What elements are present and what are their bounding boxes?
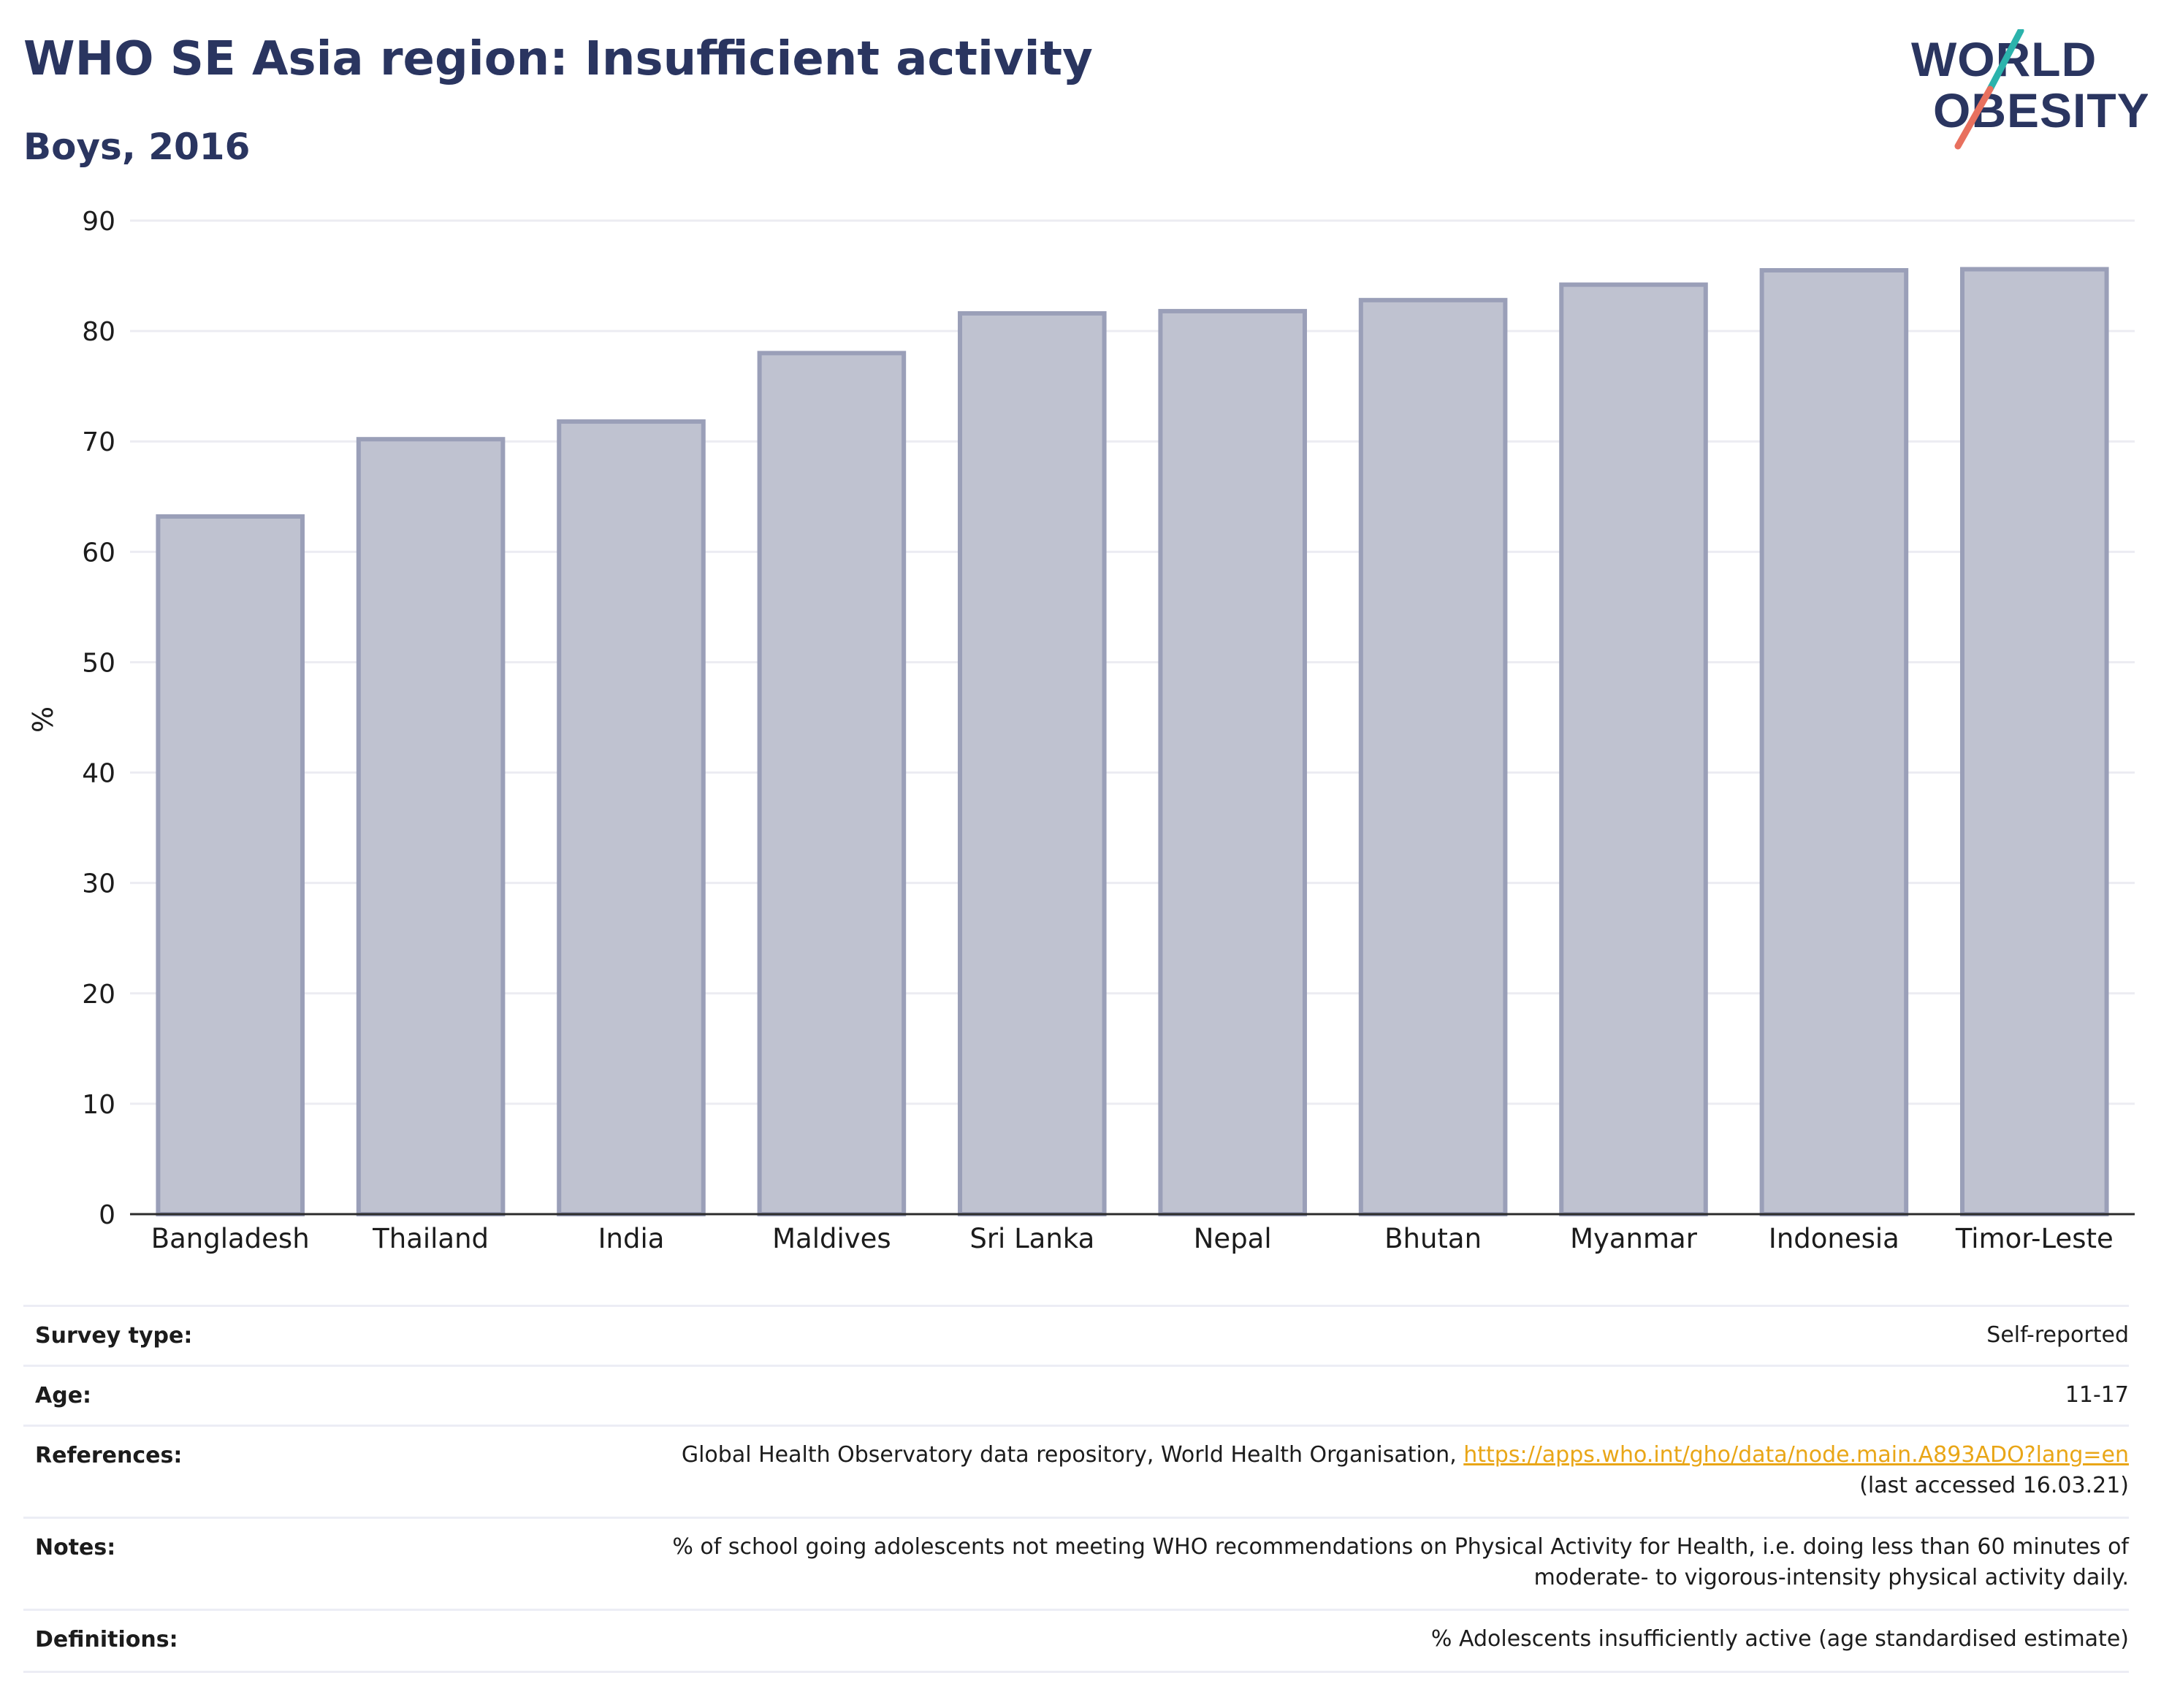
y-tick-label: 10	[82, 1090, 115, 1120]
references-link[interactable]: https://apps.who.int/gho/data/node.main.…	[1463, 1442, 2129, 1468]
logo-slash-coral	[1954, 85, 1994, 150]
x-tick-label: Sri Lanka	[969, 1223, 1094, 1254]
bar-chart: 0 10 20 30 40 50 60 70 80 90 Bangladesh Thailand In…	[27, 207, 2135, 1254]
y-tick-label: 50	[82, 648, 115, 678]
x-tick-label: Nepal	[1194, 1223, 1272, 1254]
notes-label: Notes:	[35, 1535, 116, 1560]
notes-value: % of school going adolescents not meetin…	[672, 1532, 2129, 1593]
definitions-row: Definitions: % Adolescents insufficientl…	[23, 1609, 2129, 1673]
survey-type-row: Survey type: Self-reported	[23, 1305, 2129, 1365]
y-tick-label: 30	[82, 869, 115, 899]
world-obesity-logo: WORLD OBESITY	[1911, 29, 2148, 150]
bar-sri-lanka	[958, 310, 1107, 1216]
references-value: Global Health Observatory data repositor…	[682, 1440, 2129, 1501]
bar-nepal	[1158, 308, 1307, 1216]
notes-row: Notes: % of school going adolescents not…	[23, 1517, 2129, 1609]
references-label: References:	[35, 1443, 183, 1468]
x-tick-label: Myanmar	[1570, 1223, 1698, 1254]
y-tick-labels: 0 10 20 30 40 50 60 70 80 90	[82, 207, 115, 1230]
x-tick-label: Maldives	[772, 1223, 891, 1254]
y-tick-label: 20	[82, 980, 115, 1010]
references-row: References: Global Health Observatory da…	[23, 1425, 2129, 1519]
x-tick-label: Indonesia	[1769, 1223, 1899, 1254]
y-tick-label: 0	[99, 1200, 115, 1230]
y-tick-label: 90	[82, 207, 115, 237]
bar-myanmar	[1559, 282, 1708, 1217]
y-tick-label: 80	[82, 317, 115, 347]
y-tick-label: 40	[82, 759, 115, 789]
definitions-value: % Adolescents insufficiently active (age…	[1430, 1626, 2129, 1652]
bar-bhutan	[1358, 297, 1508, 1216]
bar-india	[557, 419, 706, 1216]
logo-slash-teal	[1986, 29, 2024, 93]
chart-subtitle: Boys, 2016	[23, 126, 251, 168]
x-tick-label: Bangladesh	[151, 1223, 310, 1254]
bar-timor-leste	[1960, 267, 2109, 1216]
bar-indonesia	[1759, 268, 1909, 1216]
survey-type-value: Self-reported	[1986, 1322, 2129, 1348]
chart-title: WHO SE Asia region: Insufficient activit…	[23, 32, 1093, 86]
x-tick-label: Timor-Leste	[1955, 1223, 2114, 1254]
y-tick-label: 70	[82, 427, 115, 457]
x-tick-label: Bhutan	[1384, 1223, 1482, 1254]
references-text: Global Health Observatory data repositor…	[681, 1442, 1464, 1468]
x-tick-labels: Bangladesh Thailand India Maldives Sri Lanka…	[151, 1223, 2114, 1254]
survey-type-label: Survey type:	[35, 1323, 193, 1349]
bar-bangladesh	[156, 514, 305, 1216]
x-tick-label: Thailand	[372, 1223, 489, 1254]
y-axis-label: %	[27, 706, 59, 733]
references-accessed: (last accessed 16.03.21)	[1859, 1473, 2129, 1498]
notes-line-1: % of school going adolescents not meetin…	[672, 1534, 2129, 1560]
bar-thailand	[356, 437, 506, 1217]
age-label: Age:	[35, 1383, 92, 1408]
definitions-label: Definitions:	[35, 1627, 178, 1652]
x-tick-label: India	[598, 1223, 665, 1254]
age-value: 11-17	[2065, 1382, 2129, 1408]
bars	[130, 267, 2135, 1217]
y-tick-label: 60	[82, 538, 115, 568]
age-row: Age: 11-17	[23, 1365, 2129, 1425]
bar-maldives	[757, 351, 907, 1216]
notes-line-2: moderate- to vigorous-intensity physical…	[1533, 1565, 2129, 1590]
